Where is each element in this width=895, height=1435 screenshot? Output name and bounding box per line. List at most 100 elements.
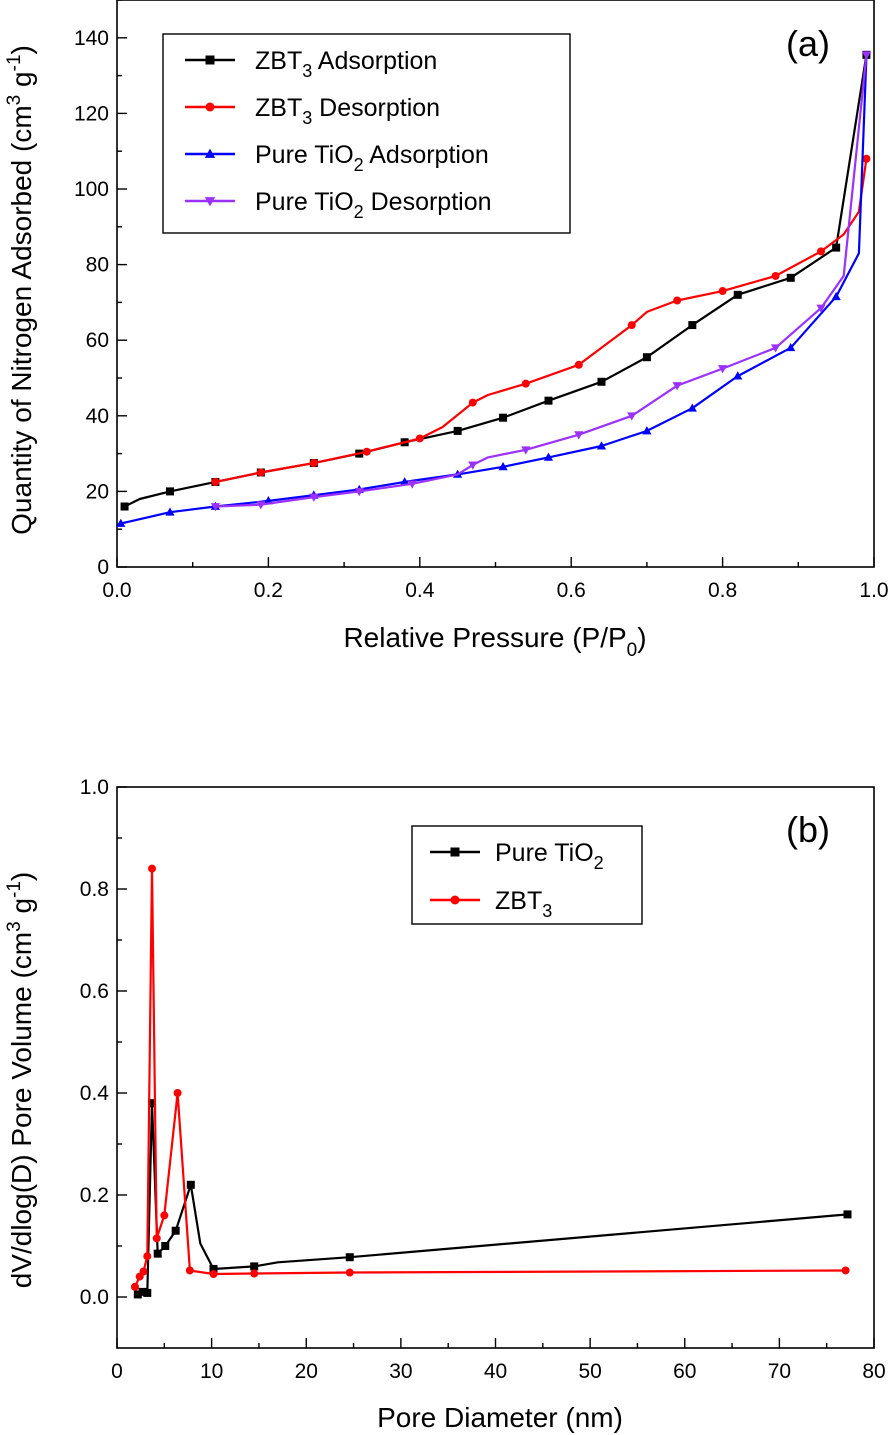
x-axis-ticks: 0.0 0.2 0.4 0.6 0.8 1.0 bbox=[102, 557, 889, 602]
data-point bbox=[120, 502, 129, 511]
data-point bbox=[786, 342, 796, 352]
x-tick-label: 0.4 bbox=[405, 579, 435, 602]
data-point bbox=[209, 1270, 218, 1279]
legend-entry: ZBT3 Desorption bbox=[185, 94, 440, 128]
legend-items: Pure TiO2 ZBT3 bbox=[430, 839, 604, 921]
series-pure-tio2-desorption bbox=[210, 51, 872, 512]
data-point bbox=[627, 412, 637, 421]
legend-entry: ZBT3 Adsorption bbox=[185, 47, 437, 81]
data-point bbox=[116, 518, 126, 527]
y-tick-label: 0.4 bbox=[80, 1082, 110, 1105]
data-point bbox=[210, 503, 221, 512]
data-point bbox=[185, 1266, 194, 1275]
series-layer bbox=[130, 864, 852, 1299]
data-point bbox=[597, 377, 606, 386]
legend-entry: Pure TiO2 Adsorption bbox=[185, 141, 489, 175]
x-tick-label: 1.0 bbox=[859, 579, 888, 602]
series-layer bbox=[116, 50, 872, 527]
data-point bbox=[596, 441, 607, 450]
y-tick-label: 0.0 bbox=[80, 1286, 109, 1309]
data-point bbox=[687, 403, 697, 412]
x-tick-label: 10 bbox=[200, 1360, 223, 1383]
y-axis-ticks: 0.0 0.2 0.4 0.6 0.8 1.0 bbox=[80, 776, 127, 1309]
series-line bbox=[137, 1102, 848, 1296]
y-axis-ticks: 0 20 40 60 80 100 120 140 bbox=[74, 0, 127, 579]
data-point bbox=[543, 452, 554, 461]
data-point bbox=[574, 431, 584, 440]
data-point bbox=[160, 1211, 169, 1220]
data-point bbox=[498, 462, 508, 471]
panel-label: (a) bbox=[786, 23, 830, 64]
x-tick-label: 0.8 bbox=[708, 579, 737, 602]
data-point bbox=[143, 1252, 152, 1261]
data-point bbox=[165, 507, 175, 516]
y-tick-label: 60 bbox=[86, 329, 109, 352]
data-point bbox=[499, 413, 508, 422]
legend-label: ZBT3 Desorption bbox=[255, 94, 440, 128]
data-point bbox=[718, 365, 728, 374]
data-point bbox=[354, 488, 364, 497]
x-tick-label: 0.0 bbox=[102, 579, 131, 602]
data-point bbox=[627, 321, 636, 330]
data-point bbox=[843, 1210, 852, 1219]
x-tick-label: 0.6 bbox=[557, 579, 586, 602]
data-point bbox=[672, 382, 682, 391]
data-point bbox=[733, 371, 743, 380]
data-point bbox=[521, 446, 531, 455]
legend-label: ZBT3 Adsorption bbox=[255, 47, 437, 81]
series-pure-tio2 bbox=[133, 1099, 852, 1299]
series-zbt3 bbox=[130, 864, 850, 1291]
data-point bbox=[152, 1234, 161, 1243]
x-tick-label: 60 bbox=[673, 1360, 696, 1383]
data-point bbox=[415, 434, 424, 443]
x-tick-label: 70 bbox=[768, 1360, 791, 1383]
data-point bbox=[250, 1262, 259, 1271]
panel-label: (b) bbox=[786, 809, 830, 850]
data-point bbox=[165, 487, 174, 496]
legend-swatch-marker bbox=[204, 148, 216, 158]
data-point bbox=[309, 459, 318, 468]
x-tick-label: 80 bbox=[862, 1360, 885, 1383]
y-axis-title: dV/dlog(D) Pore Volume (cm3 g-1) bbox=[4, 872, 37, 1289]
x-axis-title: Relative Pressure (P/P0) bbox=[343, 622, 646, 661]
data-point bbox=[143, 1288, 152, 1297]
x-tick-label: 30 bbox=[389, 1360, 412, 1383]
legend-swatch-marker bbox=[205, 102, 215, 112]
legend-label: Pure TiO2 Desorption bbox=[255, 188, 492, 222]
data-point bbox=[148, 864, 157, 873]
legend-swatch-marker bbox=[450, 895, 460, 905]
y-tick-label: 20 bbox=[86, 480, 109, 503]
y-tick-label: 40 bbox=[86, 405, 109, 428]
data-point bbox=[309, 493, 319, 502]
legend-label: ZBT3 bbox=[495, 887, 552, 921]
legend-entry: Pure TiO2 bbox=[430, 839, 604, 873]
legend-swatch-marker bbox=[205, 55, 215, 65]
data-point bbox=[256, 501, 266, 510]
legend-box bbox=[411, 825, 643, 925]
legend-entry: Pure TiO2 Desorption bbox=[185, 188, 492, 222]
legend-label: Pure TiO2 Adsorption bbox=[255, 141, 489, 175]
y-tick-label: 0.2 bbox=[80, 1184, 109, 1207]
chart-panel-a: 0.0 0.2 0.4 0.6 0.8 1.0 0 20 40 60 80 100 120 140 ZB… bbox=[4, 0, 889, 661]
data-point bbox=[642, 353, 651, 362]
data-point bbox=[130, 1282, 139, 1291]
y-tick-label: 140 bbox=[74, 27, 109, 50]
data-point bbox=[816, 304, 826, 313]
data-point bbox=[161, 1242, 170, 1250]
data-point bbox=[250, 1269, 259, 1278]
x-tick-label: 0.2 bbox=[254, 579, 283, 602]
data-point bbox=[186, 1180, 195, 1189]
x-tick-label: 50 bbox=[578, 1360, 601, 1383]
series-line bbox=[124, 54, 868, 508]
data-point bbox=[133, 1290, 142, 1299]
data-point bbox=[407, 480, 417, 489]
data-point bbox=[832, 243, 841, 252]
y-tick-label: 0.8 bbox=[80, 878, 109, 901]
y-tick-label: 0 bbox=[97, 556, 109, 579]
legend-entry: ZBT3 bbox=[430, 887, 552, 921]
data-point bbox=[468, 398, 477, 407]
data-point bbox=[642, 426, 652, 435]
data-point bbox=[468, 461, 478, 470]
legend-swatch-marker bbox=[450, 847, 460, 857]
data-point bbox=[521, 379, 530, 388]
